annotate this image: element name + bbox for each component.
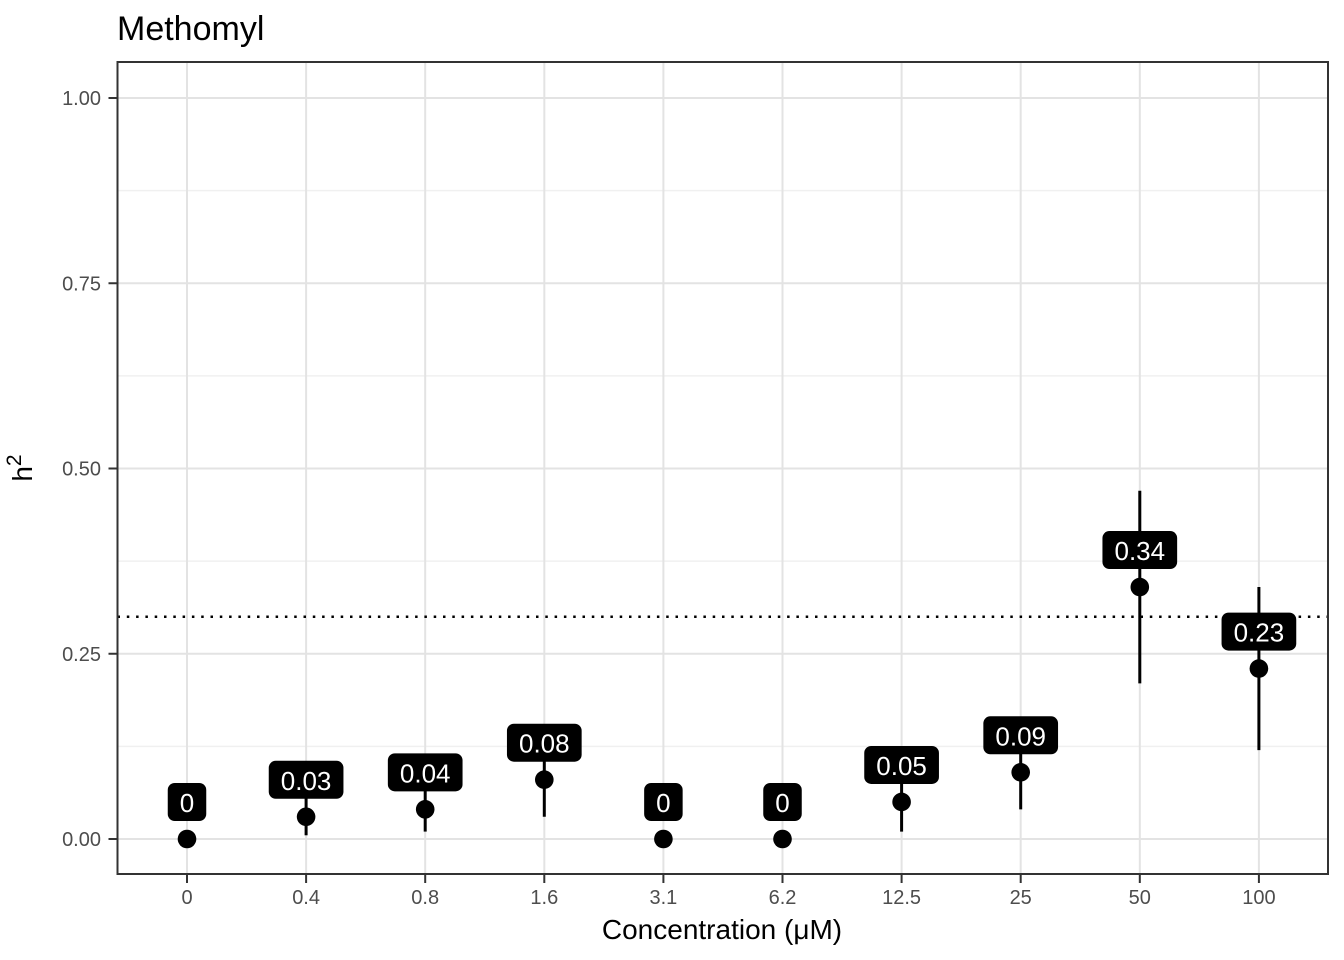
point-label: 0.23	[1234, 618, 1285, 648]
point-label-box	[167, 783, 207, 821]
data-point	[296, 807, 316, 827]
x-tick-label: 1.6	[530, 887, 558, 909]
point-label-box	[268, 760, 344, 799]
point-label-box	[506, 723, 582, 762]
x-tick-label: 0.8	[411, 887, 439, 909]
data-point	[535, 770, 554, 790]
point-label-box	[763, 783, 802, 821]
point-label: 0	[775, 788, 789, 818]
y-tick-label: 1.00	[62, 88, 101, 110]
y-tick-label: 0.25	[62, 644, 101, 666]
x-tick-label: 0	[181, 887, 192, 909]
data-point	[177, 829, 197, 849]
point-label-box	[983, 716, 1059, 755]
data-layer: 0 0.03 0.04 0.08 0 0 0.05 0.09 0.34 0.23	[167, 490, 1297, 849]
data-point	[1130, 577, 1150, 597]
point-label: 0.08	[519, 729, 570, 759]
plot-title: Methomyl	[117, 10, 264, 48]
x-axis-title: Concentration (μM)	[602, 914, 842, 945]
point-label-box	[1102, 531, 1178, 570]
x-tick-label: 6.2	[769, 887, 797, 909]
point-label-box	[1221, 612, 1297, 651]
data-point	[415, 800, 435, 819]
y-tick-label: 0.50	[62, 459, 101, 481]
point-label: 0.34	[1114, 536, 1165, 566]
data-point	[654, 829, 673, 849]
y-tick-label: 0.75	[62, 273, 101, 295]
x-tick-label: 25	[1010, 887, 1032, 909]
x-tick-label: 100	[1242, 887, 1275, 909]
point-label: 0.05	[876, 751, 927, 781]
point-label: 0.09	[995, 721, 1046, 751]
gridlines-layer	[117, 62, 1328, 874]
point-label-box	[864, 745, 939, 784]
x-tick-label: 0.4	[292, 887, 320, 909]
y-tick-label: 0.00	[62, 829, 101, 851]
data-point	[892, 792, 911, 812]
data-point	[773, 829, 792, 849]
x-tick-label: 12.5	[882, 887, 921, 909]
axes-layer: 0.00 0.25 0.50 0.75 1.00 0 0.4 0.8 1.6 3.1 6.2 12.5…	[62, 88, 1276, 909]
point-label-box	[644, 783, 683, 821]
point-label: 0.03	[281, 766, 332, 796]
x-tick-label: 50	[1129, 887, 1151, 909]
data-point	[1011, 763, 1030, 782]
y-axis-title: h2	[3, 454, 38, 481]
point-label: 0.04	[400, 758, 451, 788]
point-label: 0	[180, 788, 194, 818]
point-label-box	[387, 753, 463, 792]
x-tick-label: 3.1	[649, 887, 677, 909]
point-label: 0	[656, 788, 670, 818]
data-point	[1249, 659, 1269, 678]
